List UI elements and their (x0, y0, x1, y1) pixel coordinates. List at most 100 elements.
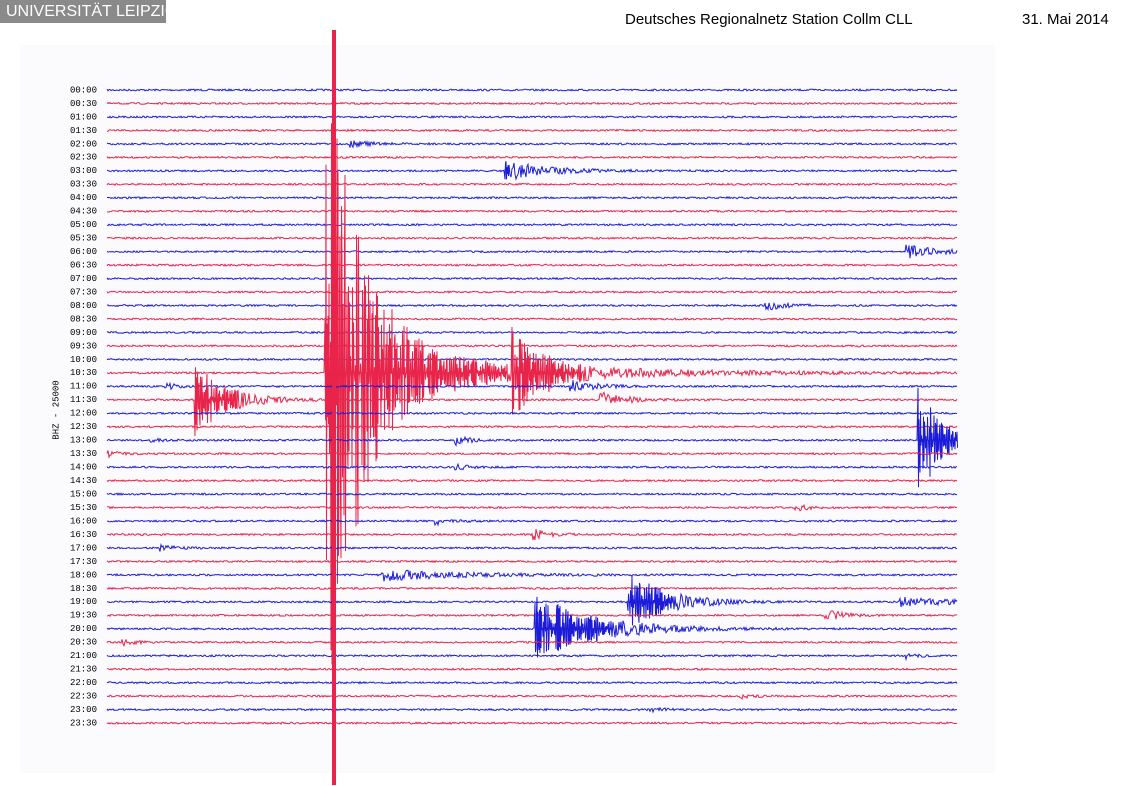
trace (106, 330, 958, 335)
trace (106, 450, 958, 459)
trace (106, 721, 957, 725)
time-label: 08:00 (70, 301, 97, 311)
traces (106, 30, 958, 785)
main-shock (332, 30, 336, 785)
time-label: 16:00 (70, 516, 97, 526)
trace (106, 290, 958, 294)
trace (106, 478, 958, 483)
trace (106, 222, 958, 227)
trace (106, 140, 958, 149)
time-label: 13:00 (70, 436, 97, 446)
trace (106, 411, 958, 416)
time-label: 23:00 (70, 705, 97, 715)
trace (106, 575, 958, 626)
time-label: 22:30 (70, 692, 97, 702)
trace (106, 586, 958, 591)
trace (106, 529, 957, 541)
trace (106, 101, 958, 106)
trace (106, 301, 958, 312)
time-label: 21:00 (70, 651, 97, 661)
trace (106, 161, 958, 181)
time-label: 19:00 (70, 597, 97, 607)
time-label: 03:30 (70, 180, 97, 190)
trace (106, 276, 958, 281)
channel-label: BHZ - 25000 (51, 380, 61, 439)
time-label: 04:30 (70, 207, 97, 217)
time-label: 11:30 (70, 395, 97, 405)
trace (106, 344, 958, 348)
time-label: 13:30 (70, 449, 97, 459)
trace (106, 244, 958, 259)
time-label: 04:00 (70, 193, 97, 203)
time-label: 21:30 (70, 665, 97, 675)
time-label: 20:00 (70, 624, 97, 634)
time-label: 10:00 (70, 355, 97, 365)
trace (106, 638, 958, 648)
trace (106, 236, 958, 240)
trace (106, 317, 958, 321)
time-label: 02:30 (70, 153, 97, 163)
time-label: 07:00 (70, 274, 97, 284)
trace (107, 503, 958, 512)
logo-box (0, 0, 166, 23)
trace (106, 543, 958, 552)
time-label: 10:30 (70, 368, 97, 378)
time-label: 06:00 (70, 247, 97, 257)
trace (106, 387, 958, 488)
trace (106, 209, 958, 214)
time-label: 11:00 (70, 382, 97, 392)
trace (106, 680, 958, 685)
trace (106, 380, 958, 393)
trace (106, 596, 958, 658)
trace (106, 367, 958, 437)
trace (106, 652, 958, 662)
trace (106, 706, 958, 714)
time-label: 00:00 (70, 85, 97, 95)
time-label: 23:30 (70, 718, 97, 728)
time-label: 01:00 (70, 112, 97, 122)
time-label: 15:30 (70, 503, 97, 513)
time-label: 09:30 (70, 341, 97, 351)
trace (107, 518, 958, 527)
time-label: 15:00 (70, 489, 97, 499)
plot-background (20, 45, 995, 773)
time-label: 14:00 (70, 463, 97, 473)
trace (106, 569, 958, 582)
time-label: 05:00 (70, 220, 97, 230)
trace (107, 195, 958, 200)
time-label: 17:30 (70, 557, 97, 567)
trace (106, 492, 958, 496)
trace (106, 667, 958, 672)
time-label: 18:00 (70, 570, 97, 580)
time-label: 05:30 (70, 234, 97, 244)
time-label: 12:00 (70, 409, 97, 419)
trace (106, 263, 958, 267)
time-label: 18:30 (70, 584, 97, 594)
title: Deutsches Regionalnetz Station Collm CLL (625, 11, 913, 28)
trace (106, 110, 958, 665)
time-label: 09:00 (70, 328, 97, 338)
trace (106, 88, 958, 92)
logo: UNIVERSITÄT LEIPZIG (6, 2, 177, 20)
time-label: 16:30 (70, 530, 97, 540)
trace (106, 357, 958, 362)
time-label: 07:30 (70, 287, 97, 297)
time-label: 12:30 (70, 422, 97, 432)
time-label: 19:30 (70, 611, 97, 621)
time-label: 00:30 (70, 99, 97, 109)
trace (106, 462, 957, 471)
time-label: 03:00 (70, 166, 97, 176)
time-label: 01:30 (70, 126, 97, 136)
trace (106, 693, 958, 700)
trace (106, 559, 957, 564)
time-label: 06:30 (70, 260, 97, 270)
trace (106, 424, 958, 429)
time-label: 22:00 (70, 678, 97, 688)
date: 31. Mai 2014 (1022, 11, 1109, 28)
trace (106, 128, 958, 133)
trace (106, 610, 958, 620)
trace (106, 115, 958, 119)
time-label: 17:00 (70, 543, 97, 553)
